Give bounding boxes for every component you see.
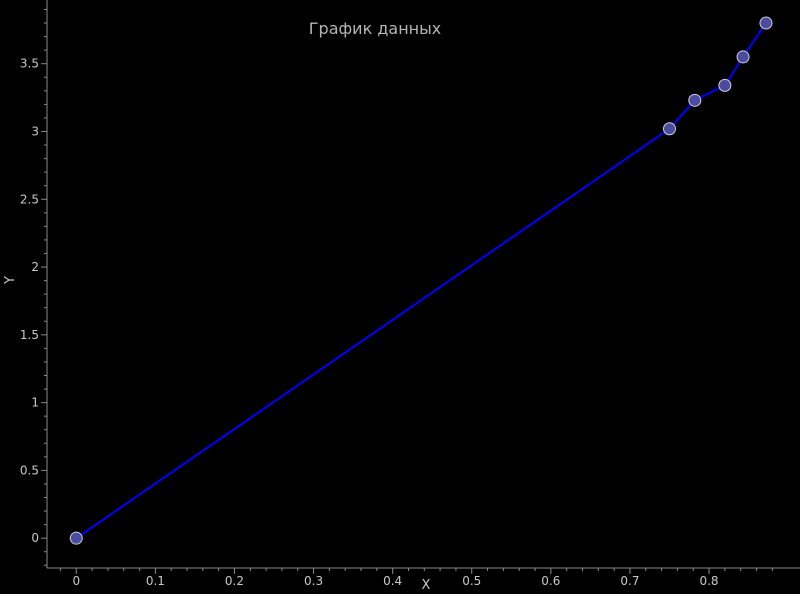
y-tick-label: 1 — [31, 396, 39, 410]
x-tick-label: 0.2 — [225, 574, 244, 588]
x-tick-label: 0.6 — [541, 574, 560, 588]
x-axis-title: X — [422, 578, 431, 593]
data-point — [718, 78, 732, 92]
data-point — [688, 93, 702, 107]
y-axis-title: Y — [3, 276, 18, 285]
y-tick-label: 2 — [31, 260, 39, 274]
x-tick-label: 0.5 — [462, 574, 481, 588]
x-tick-label: 0.3 — [304, 574, 323, 588]
x-tick-label: 0.1 — [146, 574, 165, 588]
x-tick-label: 0.7 — [620, 574, 639, 588]
series-line — [75, 22, 767, 540]
y-tick-label: 3 — [31, 124, 39, 138]
chart-title: График данных — [309, 19, 441, 38]
axes — [46, 0, 800, 569]
plot-area — [69, 16, 773, 545]
y-tick-label: 2.5 — [20, 192, 39, 206]
data-point — [759, 16, 773, 30]
x-tick-label: 0.8 — [699, 574, 718, 588]
data-point — [736, 50, 750, 64]
tick-group: 0 0.1 0.2 0.3 0.4 0.5 0.6 0.7 0.8 0 0.5 1 1.5 2 2.5 3 3.… — [20, 8, 773, 588]
y-tick-label: 0 — [31, 531, 39, 545]
x-tick-label: 0 — [72, 574, 80, 588]
y-tick-label: 0.5 — [20, 463, 39, 477]
data-point — [69, 531, 83, 545]
y-tick-label: 3.5 — [20, 57, 39, 71]
data-point — [662, 122, 676, 136]
y-tick-label: 1.5 — [20, 328, 39, 342]
x-tick-label: 0.4 — [383, 574, 402, 588]
